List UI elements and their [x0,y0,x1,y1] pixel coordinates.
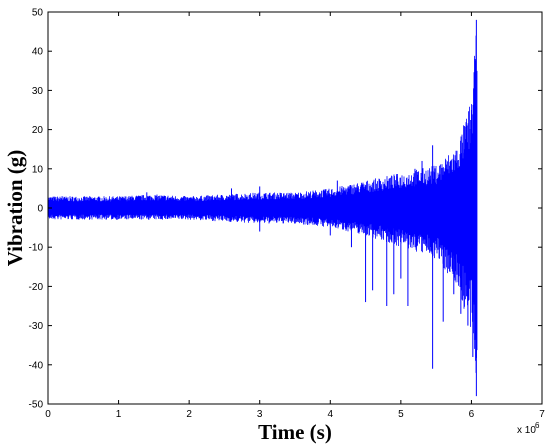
x-tick-label: 4 [328,409,334,420]
y-axis-title: Vibration (g) [3,150,27,266]
y-tick-label: -30 [29,321,44,332]
x-tick-label: 5 [398,409,404,420]
x-axis-title: Time (s) [258,420,332,444]
x-multiplier-label: x 10 [517,425,536,436]
y-tick-label: -40 [29,360,44,371]
x-axis-ticks: 0 1 2 3 4 5 6 7 [45,12,545,420]
y-tick-label: 0 [37,204,43,215]
x-tick-label: 6 [469,409,475,420]
x-tick-label: 0 [45,409,51,420]
y-tick-label: 20 [32,125,44,136]
y-tick-label: 40 [32,47,44,58]
x-tick-label: 3 [257,409,263,420]
x-tick-label: 7 [539,409,545,420]
x-tick-label: 1 [116,409,122,420]
y-axis-ticks: -50 -40 -30 -20 -10 0 10 20 30 40 50 [29,8,542,411]
y-tick-label: 10 [32,164,44,175]
x-tick-label: 2 [186,409,192,420]
x-multiplier-exponent: 6 [535,421,540,430]
y-tick-label: 30 [32,86,44,97]
vibration-series [47,19,478,397]
y-tick-label: -20 [29,282,44,293]
y-tick-label: 50 [32,8,44,19]
y-tick-label: -50 [29,400,44,411]
y-tick-label: -10 [29,243,44,254]
